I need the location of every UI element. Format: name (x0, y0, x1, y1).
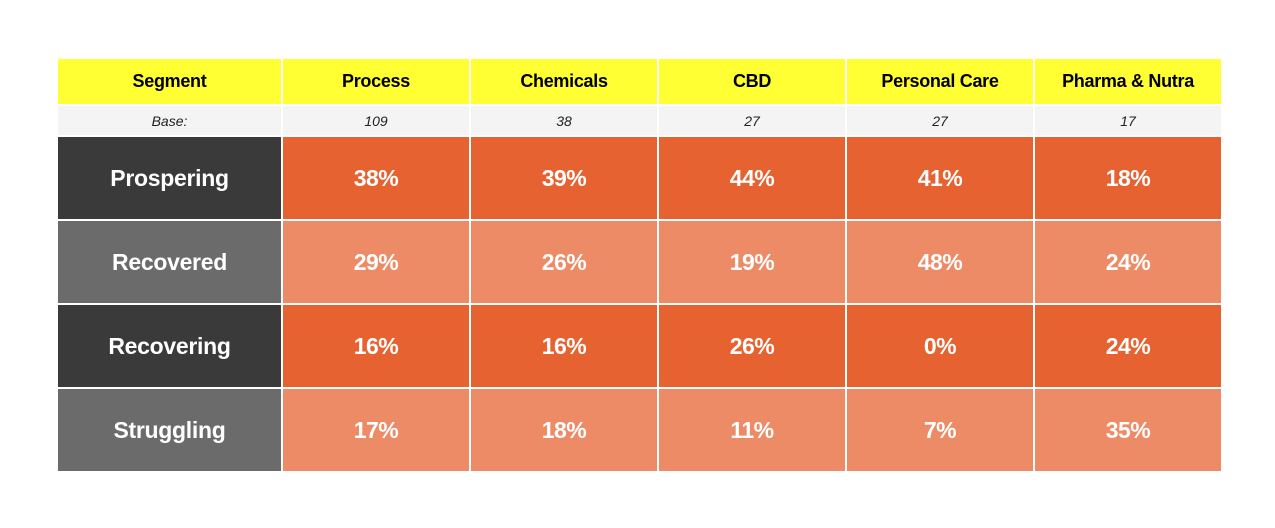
row-label-recovered: Recovered (56, 219, 283, 305)
value-cell: 16% (469, 303, 659, 389)
base-row: Base: 109 38 27 27 17 (56, 104, 1223, 137)
value-cell: 35% (1033, 387, 1223, 473)
value-cell: 44% (657, 135, 847, 221)
header-pharma-nutra: Pharma & Nutra (1033, 57, 1223, 106)
base-value: 38 (469, 104, 659, 137)
value-cell: 17% (281, 387, 471, 473)
value-cell: 19% (657, 219, 847, 305)
base-label: Base: (56, 104, 283, 137)
value-cell: 29% (281, 219, 471, 305)
value-cell: 18% (1033, 135, 1223, 221)
value-cell: 24% (1033, 303, 1223, 389)
header-chemicals: Chemicals (469, 57, 659, 106)
row-label-struggling: Struggling (56, 387, 283, 473)
table-row: Prospering 38% 39% 44% 41% 18% (56, 135, 1223, 221)
value-cell: 11% (657, 387, 847, 473)
value-cell: 16% (281, 303, 471, 389)
value-cell: 26% (657, 303, 847, 389)
header-personal-care: Personal Care (845, 57, 1035, 106)
value-cell: 24% (1033, 219, 1223, 305)
header-cbd: CBD (657, 57, 847, 106)
base-value: 27 (657, 104, 847, 137)
base-value: 17 (1033, 104, 1223, 137)
value-cell: 0% (845, 303, 1035, 389)
table-row: Recovering 16% 16% 26% 0% 24% (56, 303, 1223, 389)
value-cell: 18% (469, 387, 659, 473)
table-row: Recovered 29% 26% 19% 48% 24% (56, 219, 1223, 305)
value-cell: 48% (845, 219, 1035, 305)
row-label-recovering: Recovering (56, 303, 283, 389)
value-cell: 41% (845, 135, 1035, 221)
header-segment: Segment (56, 57, 283, 106)
table-body: Prospering 38% 39% 44% 41% 18% Recovered 29% 26%… (56, 135, 1223, 473)
value-cell: 26% (469, 219, 659, 305)
value-cell: 38% (281, 135, 471, 221)
segment-table: Segment Process Chemicals CBD Personal Care… (56, 57, 1223, 473)
base-value: 27 (845, 104, 1035, 137)
table-row: Struggling 17% 18% 11% 7% 35% (56, 387, 1223, 473)
header-row: Segment Process Chemicals CBD Personal Care… (56, 57, 1223, 106)
header-process: Process (281, 57, 471, 106)
base-value: 109 (281, 104, 471, 137)
value-cell: 7% (845, 387, 1035, 473)
row-label-prospering: Prospering (56, 135, 283, 221)
value-cell: 39% (469, 135, 659, 221)
